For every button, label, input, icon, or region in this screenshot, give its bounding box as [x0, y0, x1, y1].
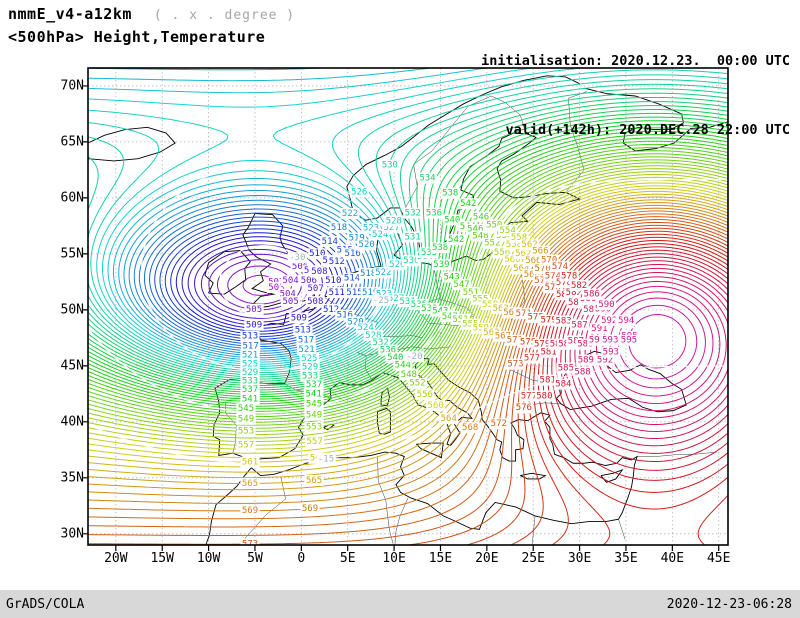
x-tick-label: 40E [660, 551, 685, 566]
resolution-note: ( . x . degree ) [153, 8, 296, 23]
chart-subtitle: <500hPa> Height,Temperature [8, 28, 266, 46]
x-tick-label: 45E [706, 551, 731, 566]
header-left: nmmE_v4-a12km ( . x . degree ) <500hPa> H… [8, 4, 295, 46]
grads-credit: GrADS/COLA [6, 597, 85, 612]
y-tick-label: 30N [60, 526, 84, 542]
x-tick-label: 15E [428, 551, 453, 566]
x-tick-label: 35E [614, 551, 638, 566]
x-tick-label: 20W [104, 551, 128, 566]
y-tick-label: 70N [60, 78, 84, 94]
y-tick-label: 65N [60, 134, 84, 150]
x-tick-label: 0 [297, 551, 306, 566]
y-tick-label: 55N [60, 246, 84, 262]
model-name: nmmE_v4-a12km [8, 5, 132, 23]
render-timestamp: 2020-12-23-06:28 [666, 597, 792, 612]
y-tick-label: 50N [60, 302, 84, 318]
x-tick-label: 10E [382, 551, 406, 566]
x-tick-label: 10W [196, 551, 221, 566]
y-tick-label: 60N [60, 190, 84, 206]
x-tick-label: 30E [567, 551, 592, 566]
x-tick-label: 5E [339, 551, 356, 566]
valid-time-line: valid(+142h): 2020.DEC.28 22:00 UTC [505, 122, 790, 138]
y-tick-label: 40N [60, 414, 84, 430]
y-tick-label: 45N [60, 358, 84, 374]
header-right: initialisation: 2020.12.23. 00:00 UTC va… [481, 4, 790, 165]
x-tick-label: 25E [521, 551, 545, 566]
init-time-line: initialisation: 2020.12.23. 00:00 UTC [481, 53, 790, 69]
header-line-1: nmmE_v4-a12km ( . x . degree ) [8, 4, 295, 23]
x-tick-label: 5W [247, 551, 263, 566]
x-tick-label: 20E [475, 551, 499, 566]
x-tick-label: 15W [150, 551, 174, 566]
y-tick-label: 35N [60, 470, 84, 486]
